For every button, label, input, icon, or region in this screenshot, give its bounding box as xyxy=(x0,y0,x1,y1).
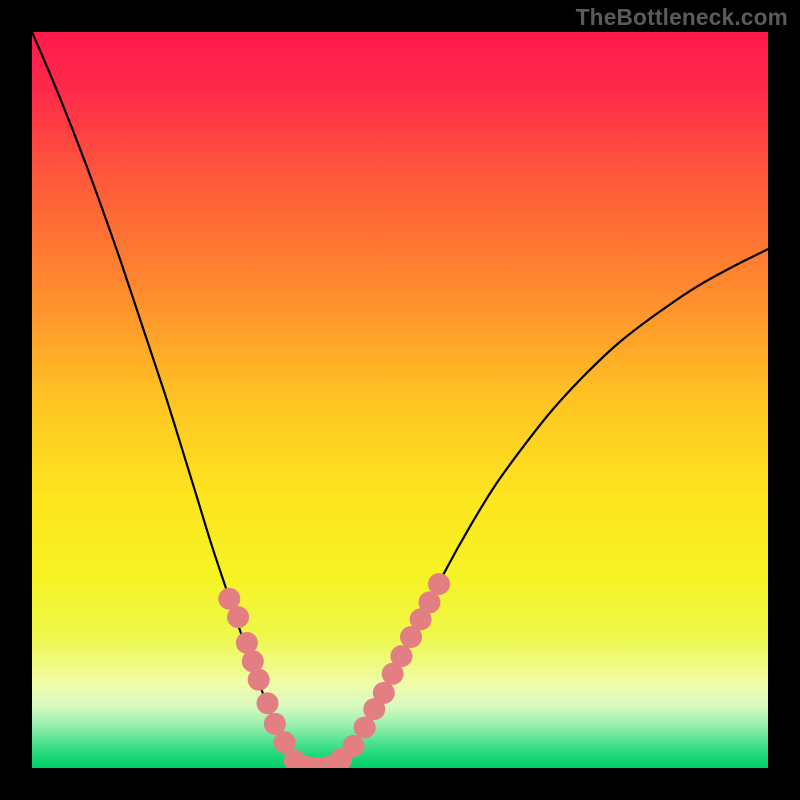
bottleneck-chart xyxy=(32,32,768,768)
highlight-dot xyxy=(248,669,270,691)
plot-border xyxy=(0,768,800,800)
highlight-dot xyxy=(273,731,295,753)
plot-border xyxy=(768,0,800,800)
highlight-dot xyxy=(428,573,450,595)
highlight-dot xyxy=(227,606,249,628)
highlight-dot xyxy=(373,682,395,704)
plot-border xyxy=(0,0,32,800)
highlight-dot xyxy=(343,735,365,757)
highlight-dot xyxy=(257,692,279,714)
plot-border xyxy=(0,0,800,32)
highlight-dot xyxy=(390,645,412,667)
